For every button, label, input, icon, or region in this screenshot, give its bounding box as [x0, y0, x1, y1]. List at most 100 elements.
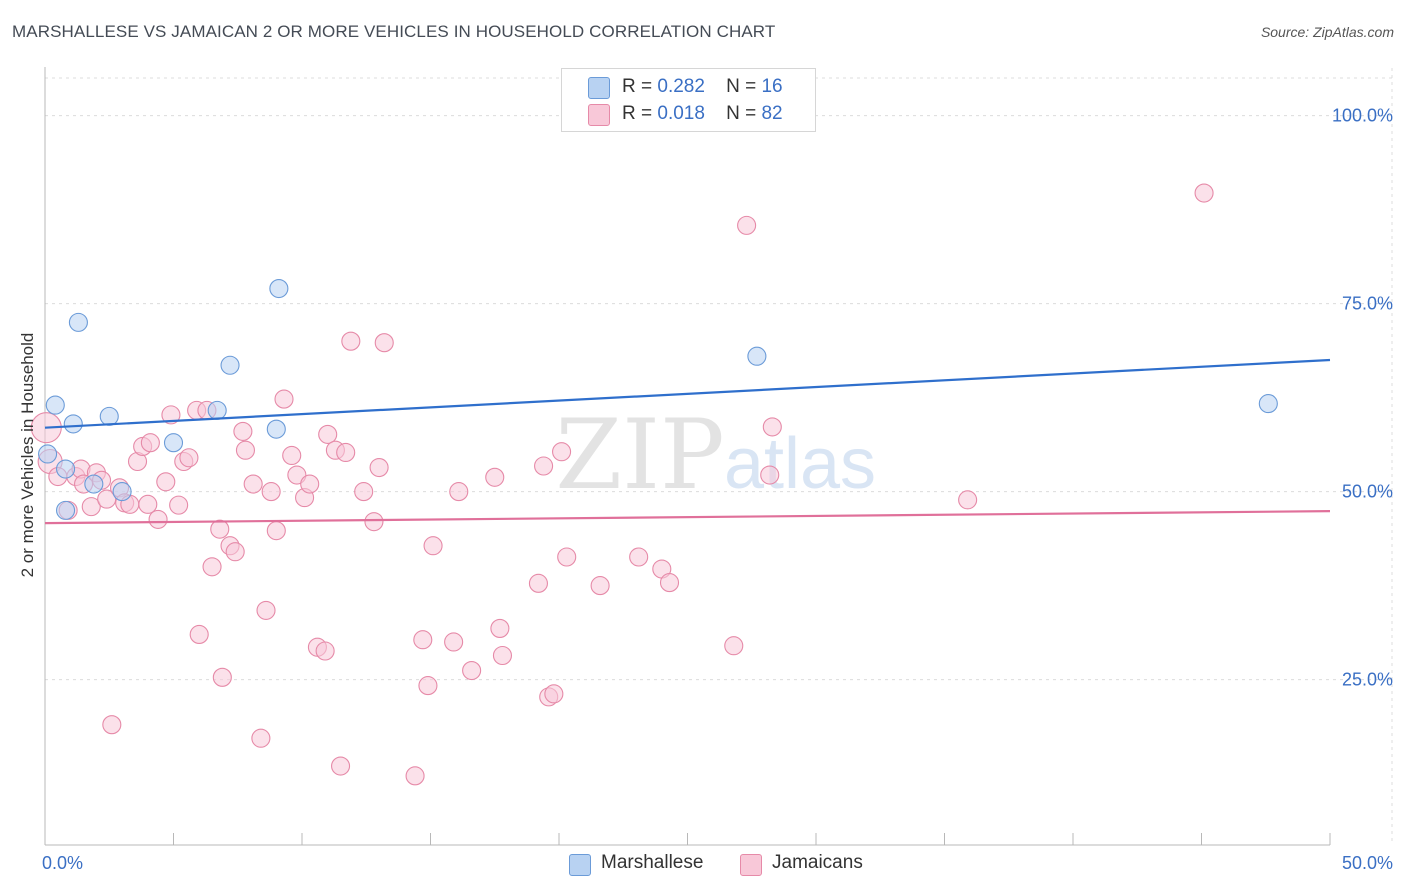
jamaican-point	[534, 456, 554, 476]
marshallese-point	[56, 459, 76, 479]
marshallese-point	[163, 433, 184, 453]
jamaican-point	[374, 333, 394, 353]
jamaican-trend-line	[44, 510, 1331, 525]
jamaican-point	[274, 389, 294, 409]
y-tick-label: 100.0%	[1332, 106, 1393, 126]
jamaican-point	[282, 445, 302, 466]
jamaican-point	[418, 676, 438, 696]
jamaican-point	[528, 573, 548, 593]
jamaican-point	[629, 547, 649, 567]
jamaican-point	[659, 573, 680, 593]
legend-swatch-blue	[588, 77, 610, 99]
watermark-atlas: atlas	[724, 424, 876, 504]
marshallese-point	[112, 482, 132, 502]
legend-swatch-pink	[588, 104, 610, 126]
jamaican-point	[243, 474, 263, 494]
legend-n-value: 82	[761, 103, 783, 124]
jamaican-point	[233, 421, 253, 441]
marshallese-point	[84, 474, 104, 494]
jamaican-point	[202, 557, 222, 577]
marshallese-point	[220, 355, 240, 375]
marshallese-point	[207, 400, 227, 420]
bottom-legend-label: Jamaicans	[772, 852, 863, 873]
jamaican-point	[148, 509, 168, 529]
legend-n-value: 16	[761, 76, 783, 97]
jamaican-point	[354, 482, 374, 502]
legend-r-label: R =	[622, 103, 653, 124]
marshallese-point	[747, 346, 767, 366]
jamaican-point	[444, 632, 464, 652]
bottom-swatch-blue	[569, 854, 591, 876]
jamaican-point	[225, 542, 245, 562]
jamaican-point	[544, 684, 564, 704]
marshallese-point	[1258, 394, 1278, 414]
bottom-legend-label: Marshallese	[601, 852, 704, 873]
jamaican-point	[492, 645, 513, 666]
y-tick-label: 25.0%	[1342, 670, 1393, 690]
jamaican-point	[449, 482, 469, 502]
marshallese-point	[269, 278, 289, 299]
tick-labels: 100.0% 75.0% 50.0% 25.0% 0.0% 50.0%	[42, 106, 1393, 873]
marshallese-point	[38, 444, 58, 464]
legend-r-value: 0.282	[657, 76, 705, 97]
jamaican-point	[341, 331, 361, 351]
jamaican-point	[138, 494, 158, 514]
jamaican-point	[300, 474, 320, 494]
jamaican-point	[724, 636, 744, 656]
jamaican-point	[161, 405, 181, 425]
jamaican-point	[210, 519, 230, 539]
jamaican-point	[315, 641, 335, 661]
watermark-zip: ZIP	[555, 399, 724, 511]
jamaican-point	[364, 512, 384, 532]
jamaican-point	[369, 457, 389, 478]
jamaican-point	[189, 624, 209, 645]
legend-r-value: 0.018	[657, 103, 705, 124]
jamaican-point	[1194, 183, 1214, 203]
chart-title: MARSHALLESE VS JAMAICAN 2 OR MORE VEHICL…	[12, 22, 776, 41]
jamaican-point	[256, 600, 276, 620]
jamaican-point	[762, 417, 782, 437]
jamaican-point	[490, 618, 510, 638]
marshallese-point	[99, 406, 119, 426]
bottom-swatch-pink	[740, 854, 762, 876]
jamaican-point	[485, 467, 505, 487]
jamaican-point	[462, 660, 482, 681]
y-tick-label: 75.0%	[1342, 294, 1393, 314]
jamaican-point	[413, 630, 433, 650]
jamaican-point	[958, 490, 978, 510]
jamaican-point	[235, 440, 256, 460]
jamaican-point	[552, 442, 572, 462]
jamaican-point	[261, 482, 281, 502]
x-tick-label: 0.0%	[42, 853, 83, 873]
legend-r-label: R =	[622, 76, 653, 97]
y-tick-label: 50.0%	[1342, 482, 1393, 502]
marshallese-point	[266, 419, 286, 439]
marshallese-point	[68, 312, 88, 332]
jamaican-point	[102, 715, 122, 735]
data-points	[30, 183, 1278, 786]
jamaican-point	[81, 497, 101, 517]
marshallese-trend-line	[44, 358, 1331, 429]
jamaican-point	[251, 728, 271, 748]
jamaican-point	[336, 442, 356, 463]
jamaican-point	[590, 576, 610, 596]
source-credit: Source: ZipAtlas.com	[1260, 24, 1394, 40]
jamaican-point	[330, 756, 351, 776]
jamaican-point	[179, 448, 199, 468]
marshallese-point	[45, 395, 65, 415]
marshallese-point	[63, 414, 83, 434]
jamaican-point	[423, 536, 443, 556]
jamaican-point	[97, 489, 117, 509]
jamaican-point	[760, 465, 780, 485]
legend-n-label: N =	[726, 103, 757, 124]
jamaican-point	[557, 547, 577, 567]
marshallese-point	[56, 500, 76, 520]
jamaican-point	[266, 521, 286, 541]
stats-legend: R = 0.282 N = 16 R = 0.018 N = 82	[561, 68, 816, 132]
legend-n-label: N =	[726, 76, 757, 97]
jamaican-point	[212, 667, 232, 687]
jamaican-point	[405, 766, 425, 786]
jamaican-point	[737, 215, 757, 235]
jamaican-point	[140, 433, 160, 453]
